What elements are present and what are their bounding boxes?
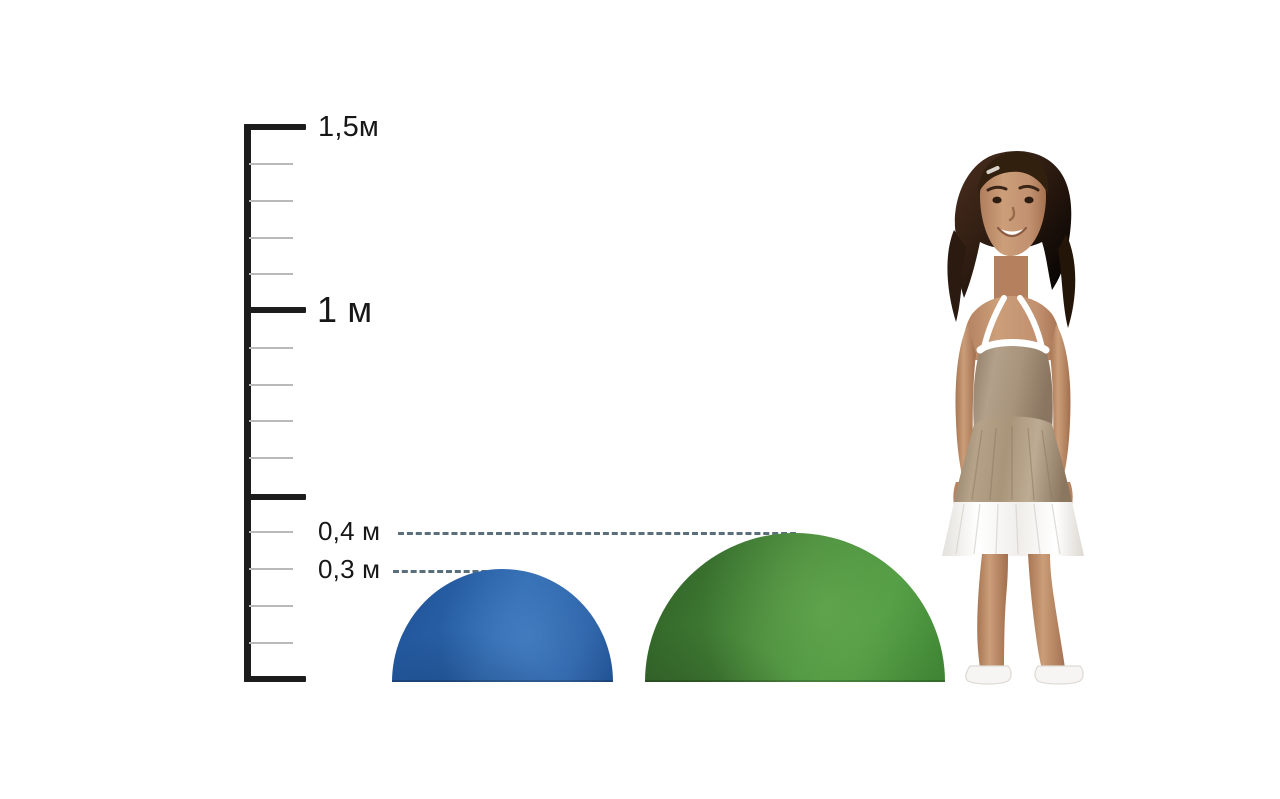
scale-label-1_5m: 1,5м <box>318 111 380 143</box>
leg-left <box>977 554 1008 676</box>
dress-white-hem <box>942 502 1084 556</box>
ruler-minor-tick-1_2m <box>249 237 293 239</box>
ruler-minor-tick-0_1m <box>249 642 293 644</box>
ruler-minor-tick-1_1m <box>249 273 293 275</box>
hair-fringe <box>978 151 1049 194</box>
scale-label-0_3m: 0,3 м <box>318 554 381 584</box>
hem-pleats <box>955 503 1061 555</box>
shoe-right <box>1034 665 1084 685</box>
guide-line-0_3m <box>393 570 505 573</box>
blue-dome-surface <box>392 569 613 682</box>
child-scale-reference <box>920 138 1150 686</box>
scale-label-1m: 1 м <box>317 289 373 330</box>
leg-right <box>1028 554 1066 676</box>
guide-line-0_4m <box>398 532 796 535</box>
ruler-minor-tick-0_9m <box>249 347 293 349</box>
green-dome-surface <box>645 533 945 682</box>
ruler-major-tick-0m <box>244 676 306 682</box>
hair-strand-left <box>947 230 966 322</box>
ruler-spine <box>244 124 251 682</box>
ruler-minor-tick-1_3m <box>249 200 293 202</box>
eyebrow-left <box>986 185 1008 192</box>
height-ruler <box>0 0 330 799</box>
green-dome-baseline <box>645 680 945 682</box>
skirt-pleats <box>971 426 1053 501</box>
eye-left <box>992 196 1002 204</box>
hair-strand-right <box>1058 234 1076 328</box>
ruler-minor-tick-0_8m <box>249 384 293 386</box>
hair-clip-icon <box>986 165 1000 175</box>
ruler-minor-tick-0_7m <box>249 420 293 422</box>
nose <box>1008 206 1016 222</box>
blue-dome <box>392 569 613 682</box>
ruler-minor-tick-0_4m <box>249 531 293 533</box>
dress-neckline-trim <box>976 339 1050 354</box>
scale-label-0_4m: 0,4 м <box>318 516 381 546</box>
dress-bodice <box>973 342 1053 430</box>
face <box>980 154 1046 257</box>
ruler-major-tick-1_0m <box>244 307 306 313</box>
ruler-minor-tick-0_3m <box>249 568 293 570</box>
eyebrow-right <box>1018 184 1040 192</box>
ruler-minor-tick-0_2m <box>249 605 293 607</box>
ruler-minor-tick-1_4m <box>249 163 293 165</box>
mouth <box>996 226 1028 238</box>
ruler-minor-tick-0_6m <box>249 457 293 459</box>
shoe-left <box>965 665 1012 685</box>
ruler-major-tick-1_5m <box>244 124 306 130</box>
eye-right <box>1024 196 1034 204</box>
blue-dome-baseline <box>392 680 613 682</box>
green-dome <box>645 533 945 682</box>
ruler-major-tick-0_5m <box>244 494 306 500</box>
